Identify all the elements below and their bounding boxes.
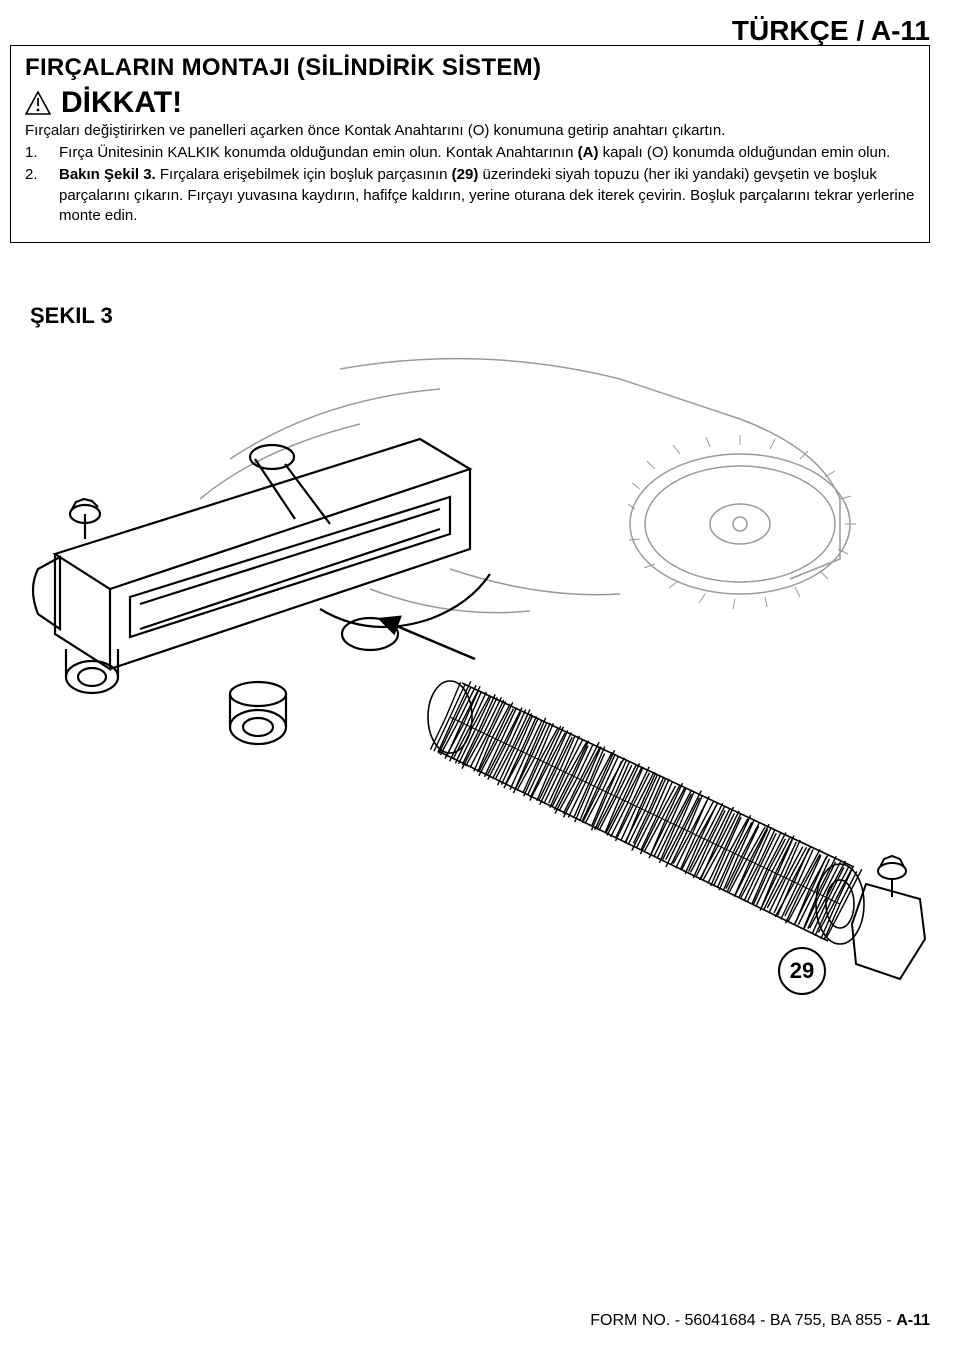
steps-list: 1. Fırça Ünitesinin KALKIK konumda olduğ…	[25, 143, 915, 226]
figure-3-diagram: 29	[20, 339, 940, 1059]
step-body: Bakın Şekil 3. Fırçalara erişebilmek içi…	[59, 165, 915, 226]
insertion-arrow-icon	[380, 617, 475, 659]
caution-row: DİKKAT!	[25, 86, 915, 120]
step-number: 1.	[25, 143, 59, 163]
footer-page: A-11	[896, 1312, 930, 1329]
step2-mid1: Fırçalara erişebilmek için boşluk parças…	[156, 166, 452, 183]
step2-bold-prefix: Bakın Şekil 3.	[59, 166, 156, 183]
figure-label: ŞEKIL 3	[30, 303, 930, 329]
instruction-box: FIRÇALARIN MONTAJI (SİLİNDİRİK SİSTEM) D…	[10, 45, 930, 243]
callout-29: 29	[778, 947, 826, 995]
step-body: Fırça Ünitesinin KALKIK konumda olduğund…	[59, 143, 915, 163]
section-title: FIRÇALARIN MONTAJI (SİLİNDİRİK SİSTEM)	[25, 54, 915, 82]
step2-bold-num: (29)	[452, 166, 479, 183]
lead-text: Fırçaları değiştirirken ve panelleri aça…	[25, 122, 915, 139]
step-1: 1. Fırça Ünitesinin KALKIK konumda olduğ…	[25, 143, 915, 163]
step1-text-after: kapalı (O) konumda olduğundan emin olun.	[599, 144, 891, 161]
step-2: 2. Bakın Şekil 3. Fırçalara erişebilmek …	[25, 165, 915, 226]
caution-label: DİKKAT!	[61, 86, 182, 120]
page: TÜRKÇE / A-11 FIRÇALARIN MONTAJI (SİLİND…	[0, 0, 960, 1348]
step1-bold: (A)	[578, 144, 599, 161]
footer-prefix: FORM NO. - 56041684 - BA 755, BA 855 -	[590, 1312, 896, 1329]
step1-text-before: Fırça Ünitesinin KALKIK konumda olduğund…	[59, 144, 578, 161]
footer: FORM NO. - 56041684 - BA 755, BA 855 - A…	[590, 1312, 930, 1330]
header-lang-page: TÜRKÇE / A-11	[732, 15, 930, 47]
warning-triangle-icon	[25, 91, 51, 115]
step-number: 2.	[25, 165, 59, 226]
